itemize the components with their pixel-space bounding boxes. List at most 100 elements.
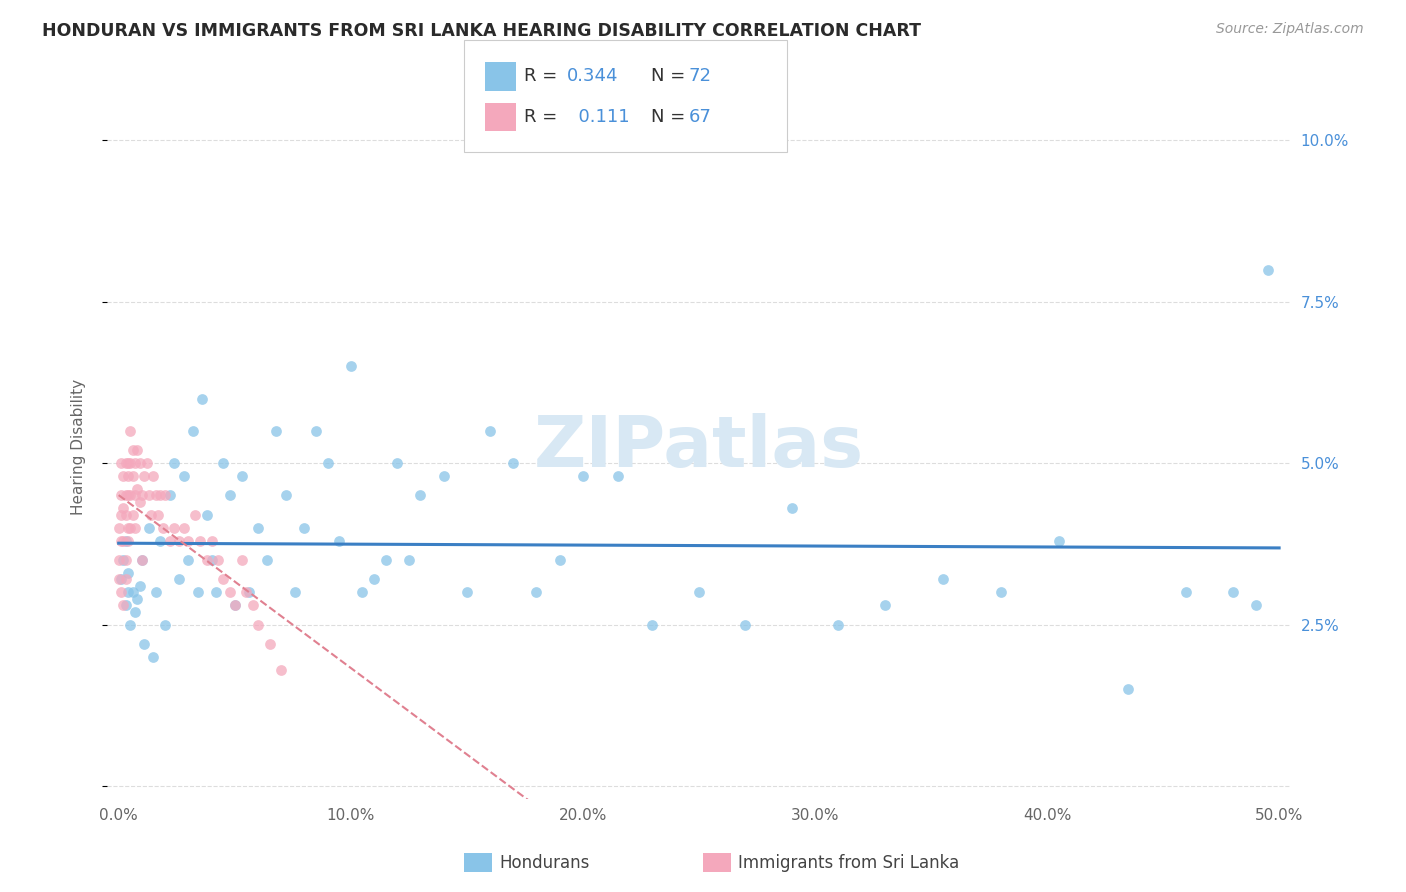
Point <box>120 488 142 502</box>
Point <box>107 572 129 586</box>
Point <box>195 508 218 522</box>
Point <box>270 663 292 677</box>
Point <box>134 469 156 483</box>
Point <box>173 469 195 483</box>
Text: 67: 67 <box>689 108 711 126</box>
Point <box>305 424 328 438</box>
Point <box>124 488 146 502</box>
Point <box>219 585 242 599</box>
Point <box>1116 681 1139 696</box>
Point <box>131 553 153 567</box>
Point <box>134 637 156 651</box>
Point <box>224 598 246 612</box>
Point <box>114 508 136 522</box>
Point <box>128 579 150 593</box>
Text: ZIPatlas: ZIPatlas <box>534 412 863 482</box>
Point <box>167 572 190 586</box>
Point <box>138 521 160 535</box>
Point <box>138 488 160 502</box>
Text: 72: 72 <box>689 67 711 85</box>
Point <box>117 456 139 470</box>
Point <box>224 598 246 612</box>
Point <box>548 553 571 567</box>
Point <box>117 585 139 599</box>
Point <box>456 585 478 599</box>
Point <box>142 649 165 664</box>
Text: R =: R = <box>524 108 564 126</box>
Point <box>259 637 281 651</box>
Point <box>127 443 149 458</box>
Point <box>117 488 139 502</box>
Point <box>120 456 142 470</box>
Point <box>200 553 222 567</box>
Point <box>146 508 169 522</box>
Point <box>188 533 211 548</box>
Point <box>121 508 143 522</box>
Point <box>131 553 153 567</box>
Point <box>734 617 756 632</box>
Point <box>107 553 129 567</box>
Point <box>112 533 135 548</box>
Text: Immigrants from Sri Lanka: Immigrants from Sri Lanka <box>738 854 959 871</box>
Point <box>142 469 165 483</box>
Point <box>121 585 143 599</box>
Point <box>363 572 385 586</box>
Point <box>110 533 132 548</box>
Point <box>163 521 186 535</box>
Point <box>117 533 139 548</box>
Point <box>124 521 146 535</box>
Point <box>120 617 142 632</box>
Point <box>328 533 350 548</box>
Point <box>205 585 228 599</box>
Point <box>479 424 502 438</box>
Point <box>1244 598 1267 612</box>
Point <box>117 469 139 483</box>
Point <box>114 456 136 470</box>
Point <box>990 585 1012 599</box>
Point <box>292 521 315 535</box>
Point <box>256 553 278 567</box>
Point <box>112 469 135 483</box>
Point <box>107 521 129 535</box>
Point <box>231 469 253 483</box>
Point <box>120 521 142 535</box>
Point <box>385 456 408 470</box>
Point <box>374 553 396 567</box>
Point <box>112 598 135 612</box>
Point <box>114 488 136 502</box>
Point <box>114 572 136 586</box>
Point <box>128 456 150 470</box>
Point <box>231 553 253 567</box>
Point <box>266 424 288 438</box>
Point <box>195 553 218 567</box>
Point <box>114 533 136 548</box>
Point <box>274 488 297 502</box>
Point <box>152 521 174 535</box>
Point <box>128 495 150 509</box>
Point <box>931 572 953 586</box>
Point <box>153 617 176 632</box>
Point <box>110 508 132 522</box>
Text: N =: N = <box>651 108 690 126</box>
Point <box>114 553 136 567</box>
Point <box>124 605 146 619</box>
Point <box>177 553 200 567</box>
Point <box>141 508 163 522</box>
Point <box>212 456 235 470</box>
Point <box>120 424 142 438</box>
Point <box>163 456 186 470</box>
Point <box>526 585 548 599</box>
Point <box>219 488 242 502</box>
Point <box>124 456 146 470</box>
Point <box>238 585 260 599</box>
Point <box>502 456 524 470</box>
Point <box>110 488 132 502</box>
Point <box>433 469 456 483</box>
Point <box>827 617 849 632</box>
Point <box>873 598 896 612</box>
Point <box>339 359 361 374</box>
Point <box>1175 585 1198 599</box>
Point <box>145 585 167 599</box>
Point <box>235 585 257 599</box>
Point <box>1047 533 1070 548</box>
